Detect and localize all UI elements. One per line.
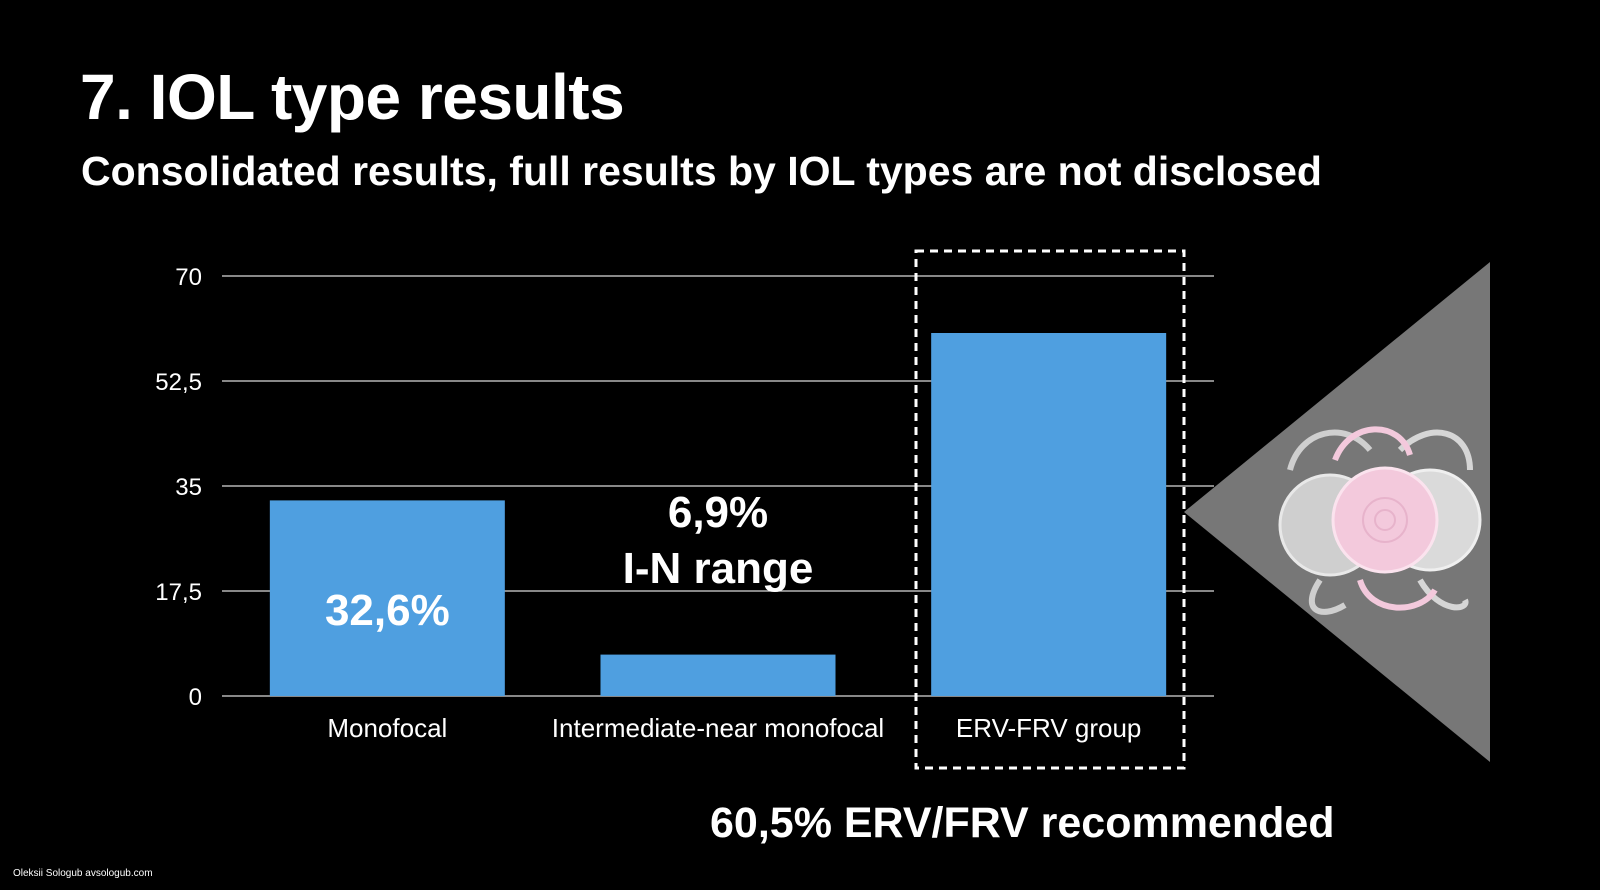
slide-subtitle: Consolidated results, full results by IO… [81, 148, 1322, 194]
bar-data-label: 6,9% [668, 488, 768, 537]
recommendation-callout: 60,5% ERV/FRV recommended [710, 799, 1335, 847]
range-label: I-N range [623, 544, 814, 593]
y-tick-label: 70 [175, 264, 202, 291]
annotations: 32,6% 6,9% I-N range [325, 488, 813, 635]
y-tick-label: 0 [189, 684, 202, 711]
highlight-box [914, 249, 1186, 770]
y-tick-label: 35 [175, 474, 202, 501]
author-credit: Oleksii Sologub avsologub.com [13, 868, 153, 879]
slide-title: 7. IOL type results [80, 61, 625, 133]
y-tick-label: 17,5 [155, 579, 202, 606]
bar [931, 333, 1167, 696]
bars [269, 333, 1167, 696]
bar [269, 500, 505, 696]
y-axis-ticks: 0 17,5 35 52,5 70 [155, 264, 202, 711]
bar-data-label: 32,6% [325, 586, 450, 635]
y-tick-label: 52,5 [155, 369, 202, 396]
category-label: Intermediate-near monofocal [552, 713, 884, 743]
bar [600, 654, 836, 696]
lens-illustration [1184, 262, 1490, 762]
category-label: Monofocal [327, 713, 447, 743]
intraocular-lens-trio-icon [1278, 426, 1482, 615]
category-label: ERV-FRV group [956, 713, 1141, 743]
x-axis-categories: Monofocal Intermediate-near monofocal ERV-… [327, 713, 1141, 743]
